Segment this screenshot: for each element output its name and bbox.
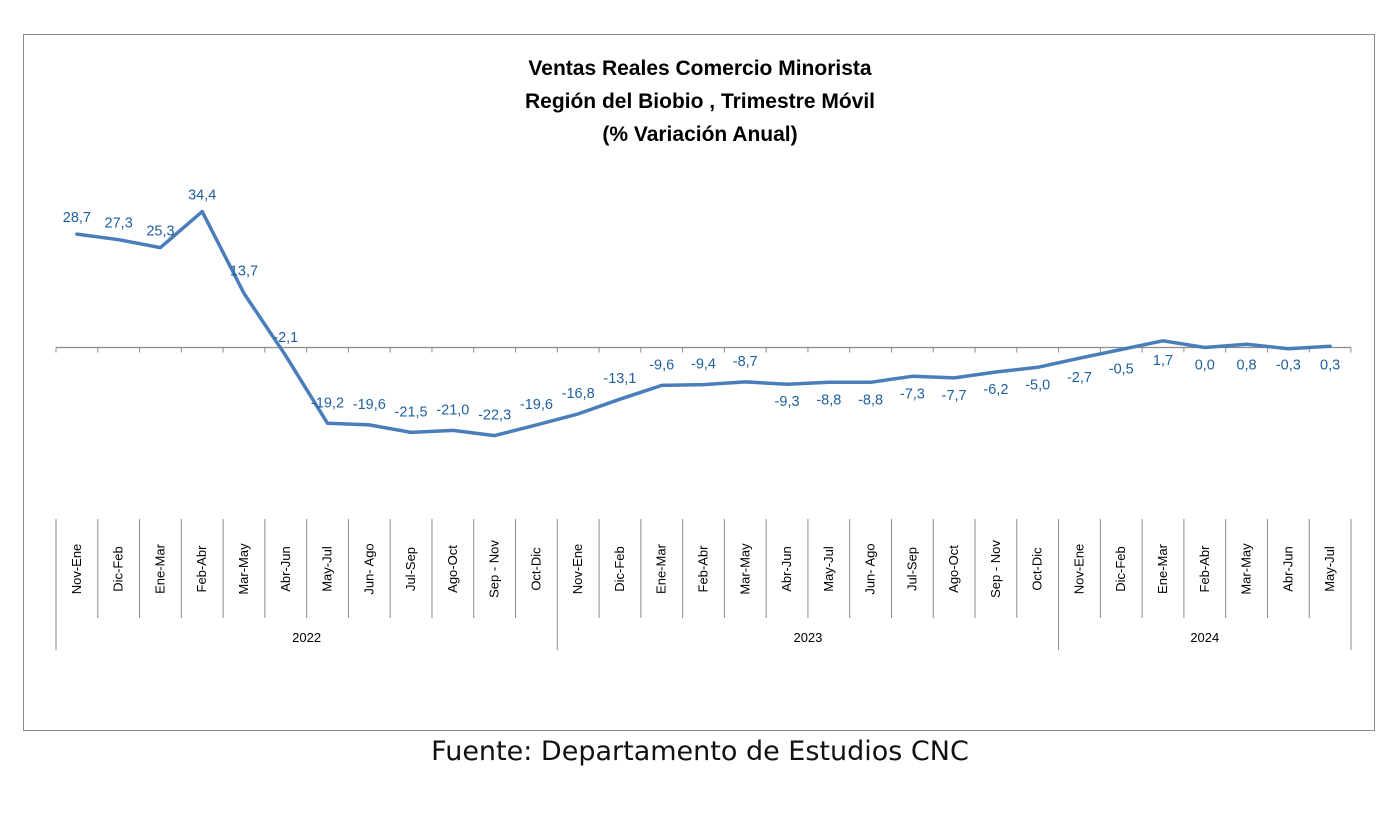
category-tick-label: May-Jul — [821, 546, 836, 592]
category-tick-label: Dic-Feb — [1113, 546, 1128, 592]
category-tick-label: Mar-May — [1239, 543, 1254, 595]
category-tick-label: Abr-Jun — [278, 546, 293, 592]
data-label: -0,5 — [1109, 361, 1134, 377]
data-label: -0,3 — [1276, 358, 1301, 374]
category-tick-label: Sep - Nov — [988, 540, 1003, 598]
data-labels: 28,7 27,3 25,334,413,7-2,1-19,2 -19,6 -21,5-… — [63, 188, 1340, 424]
category-tick-label: Sep - Nov — [487, 540, 502, 598]
data-label: -19,6 — [520, 397, 553, 413]
data-label: -8,8 — [816, 392, 841, 408]
data-label: -2,1 — [273, 330, 298, 346]
category-tick-label: Mar-May — [737, 543, 752, 595]
data-label: -6,2 — [983, 382, 1008, 398]
category-tick-label: Ene-Mar — [1155, 543, 1170, 594]
data-label: -13,1 — [603, 371, 636, 387]
data-label: 13,7 — [230, 263, 258, 279]
series-line — [75, 209, 1332, 438]
chart-title: Ventas Reales Comercio Minorista Región d… — [525, 57, 875, 146]
category-tick-label: Jun- Ago — [863, 543, 878, 594]
data-label: -21,0 — [436, 402, 469, 418]
chart-title-line: Región del Biobio , Trimestre Móvil — [525, 90, 875, 113]
data-label: -19,2 — [311, 395, 344, 411]
data-label: 0,3 — [1320, 358, 1340, 374]
series-polyline — [75, 209, 1332, 438]
data-label: -9,4 — [691, 357, 716, 373]
data-label: 28,7 — [63, 210, 91, 226]
category-tick-label: Ago-Oct — [946, 545, 961, 593]
year-group-label: 2024 — [1190, 630, 1219, 645]
line-chart: Ventas Reales Comercio Minorista Región d… — [55, 57, 1352, 650]
category-tick-label: Dic-Feb — [612, 546, 627, 592]
category-tick-label: Feb-Abr — [1197, 545, 1212, 593]
category-tick-label: Nov-Ene — [69, 544, 84, 595]
data-label: -19,6 — [353, 397, 386, 413]
data-label: -2,7 — [1067, 370, 1092, 386]
category-tick-label: Ene-Mar — [152, 543, 167, 594]
data-label: -5,0 — [1025, 377, 1050, 393]
category-tick-label: Dic-Feb — [111, 546, 126, 592]
data-label: -9,3 — [775, 394, 800, 410]
category-tick-label: May-Jul — [320, 546, 335, 592]
year-group-label: 2022 — [292, 630, 321, 645]
chart-title-line: (% Variación Anual) — [602, 123, 797, 146]
data-label: 27,3 — [105, 216, 133, 232]
data-label: -7,3 — [900, 386, 925, 402]
category-tick-label: Jun- Ago — [361, 543, 376, 594]
chart-title-line: Ventas Reales Comercio Minorista — [528, 57, 871, 80]
data-label: -16,8 — [562, 386, 595, 402]
category-tick-labels: Nov-Ene Dic-Feb Ene-Mar Feb-Abr Mar-May Abr-J… — [69, 540, 1337, 598]
category-tick-label: Nov-Ene — [1071, 544, 1086, 595]
year-group-labels: 2022 2023 2024 — [292, 630, 1219, 645]
x-axis — [55, 346, 1352, 650]
data-label: -8,7 — [733, 354, 758, 370]
category-tick-label: Jul-Sep — [904, 547, 919, 591]
data-label: 25,3 — [146, 224, 174, 240]
category-tick-label: Ago-Oct — [445, 545, 460, 593]
category-tick-label: Abr-Jun — [779, 546, 794, 592]
data-label: -7,7 — [942, 388, 967, 404]
data-label: 0,0 — [1195, 358, 1215, 374]
source-note: Fuente: Departamento de Estudios CNC — [431, 736, 969, 767]
category-tick-label: Nov-Ene — [570, 544, 585, 595]
category-tick-label: Mar-May — [236, 543, 251, 595]
category-tick-label: Jul-Sep — [403, 547, 418, 591]
data-label: 0,8 — [1236, 358, 1256, 374]
category-tick-label: Oct-Dic — [528, 547, 543, 591]
category-tick-label: Oct-Dic — [1030, 547, 1045, 591]
data-label: -9,6 — [649, 357, 674, 373]
category-tick-label: May-Jul — [1322, 546, 1337, 592]
category-tick-label: Abr-Jun — [1280, 546, 1295, 592]
chart-frame: Ventas Reales Comercio Minorista Región d… — [23, 34, 1375, 731]
data-label: -8,8 — [858, 392, 883, 408]
data-label: 1,7 — [1153, 353, 1173, 369]
data-label: -22,3 — [478, 408, 511, 424]
category-tick-label: Feb-Abr — [194, 545, 209, 593]
data-label: 34,4 — [188, 188, 216, 204]
category-tick-label: Feb-Abr — [696, 545, 711, 593]
data-label: -21,5 — [395, 404, 428, 420]
year-group-label: 2023 — [793, 630, 822, 645]
category-tick-label: Ene-Mar — [654, 543, 669, 594]
